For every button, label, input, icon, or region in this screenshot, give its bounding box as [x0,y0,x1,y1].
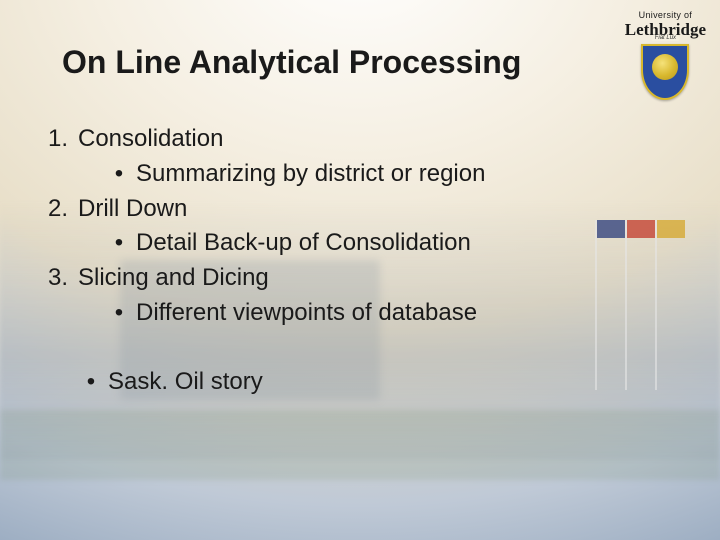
subitem-text: Different viewpoints of database [136,296,477,331]
list-item: 1. Consolidation [40,122,630,157]
bullet-icon: • [74,365,108,400]
subitem-text: Summarizing by district or region [136,157,485,192]
flag-2 [627,220,655,238]
background-grass [0,410,720,480]
bullet-icon: • [102,157,136,192]
university-logo: University of Lethbridge Fiat Lux [625,10,706,100]
logo-line1: University of [625,10,706,20]
slide-title: On Line Analytical Processing [62,44,521,81]
list-number: 3. [40,261,78,296]
crest-motto: Fiat Lux [652,35,679,41]
list-item: 3. Slicing and Dicing [40,261,630,296]
list-number: 1. [40,122,78,157]
bullet-icon: • [102,226,136,261]
list-number: 2. [40,192,78,227]
extra-text: Sask. Oil story [108,365,263,400]
list-extra-item: • Sask. Oil story [40,365,630,400]
flagpole-3 [655,220,657,390]
subitem-text: Detail Back-up of Consolidation [136,226,471,261]
list-subitem: • Summarizing by district or region [40,157,630,192]
flag-3 [657,220,685,238]
list-item: 2. Drill Down [40,192,630,227]
list-subitem: • Different viewpoints of database [40,296,630,331]
list-text: Consolidation [78,122,223,157]
crest-icon: Fiat Lux [641,44,689,100]
list-text: Slicing and Dicing [78,261,269,296]
slide-body: 1. Consolidation • Summarizing by distri… [40,122,630,400]
bullet-icon: • [102,296,136,331]
list-text: Drill Down [78,192,187,227]
list-subitem: • Detail Back-up of Consolidation [40,226,630,261]
